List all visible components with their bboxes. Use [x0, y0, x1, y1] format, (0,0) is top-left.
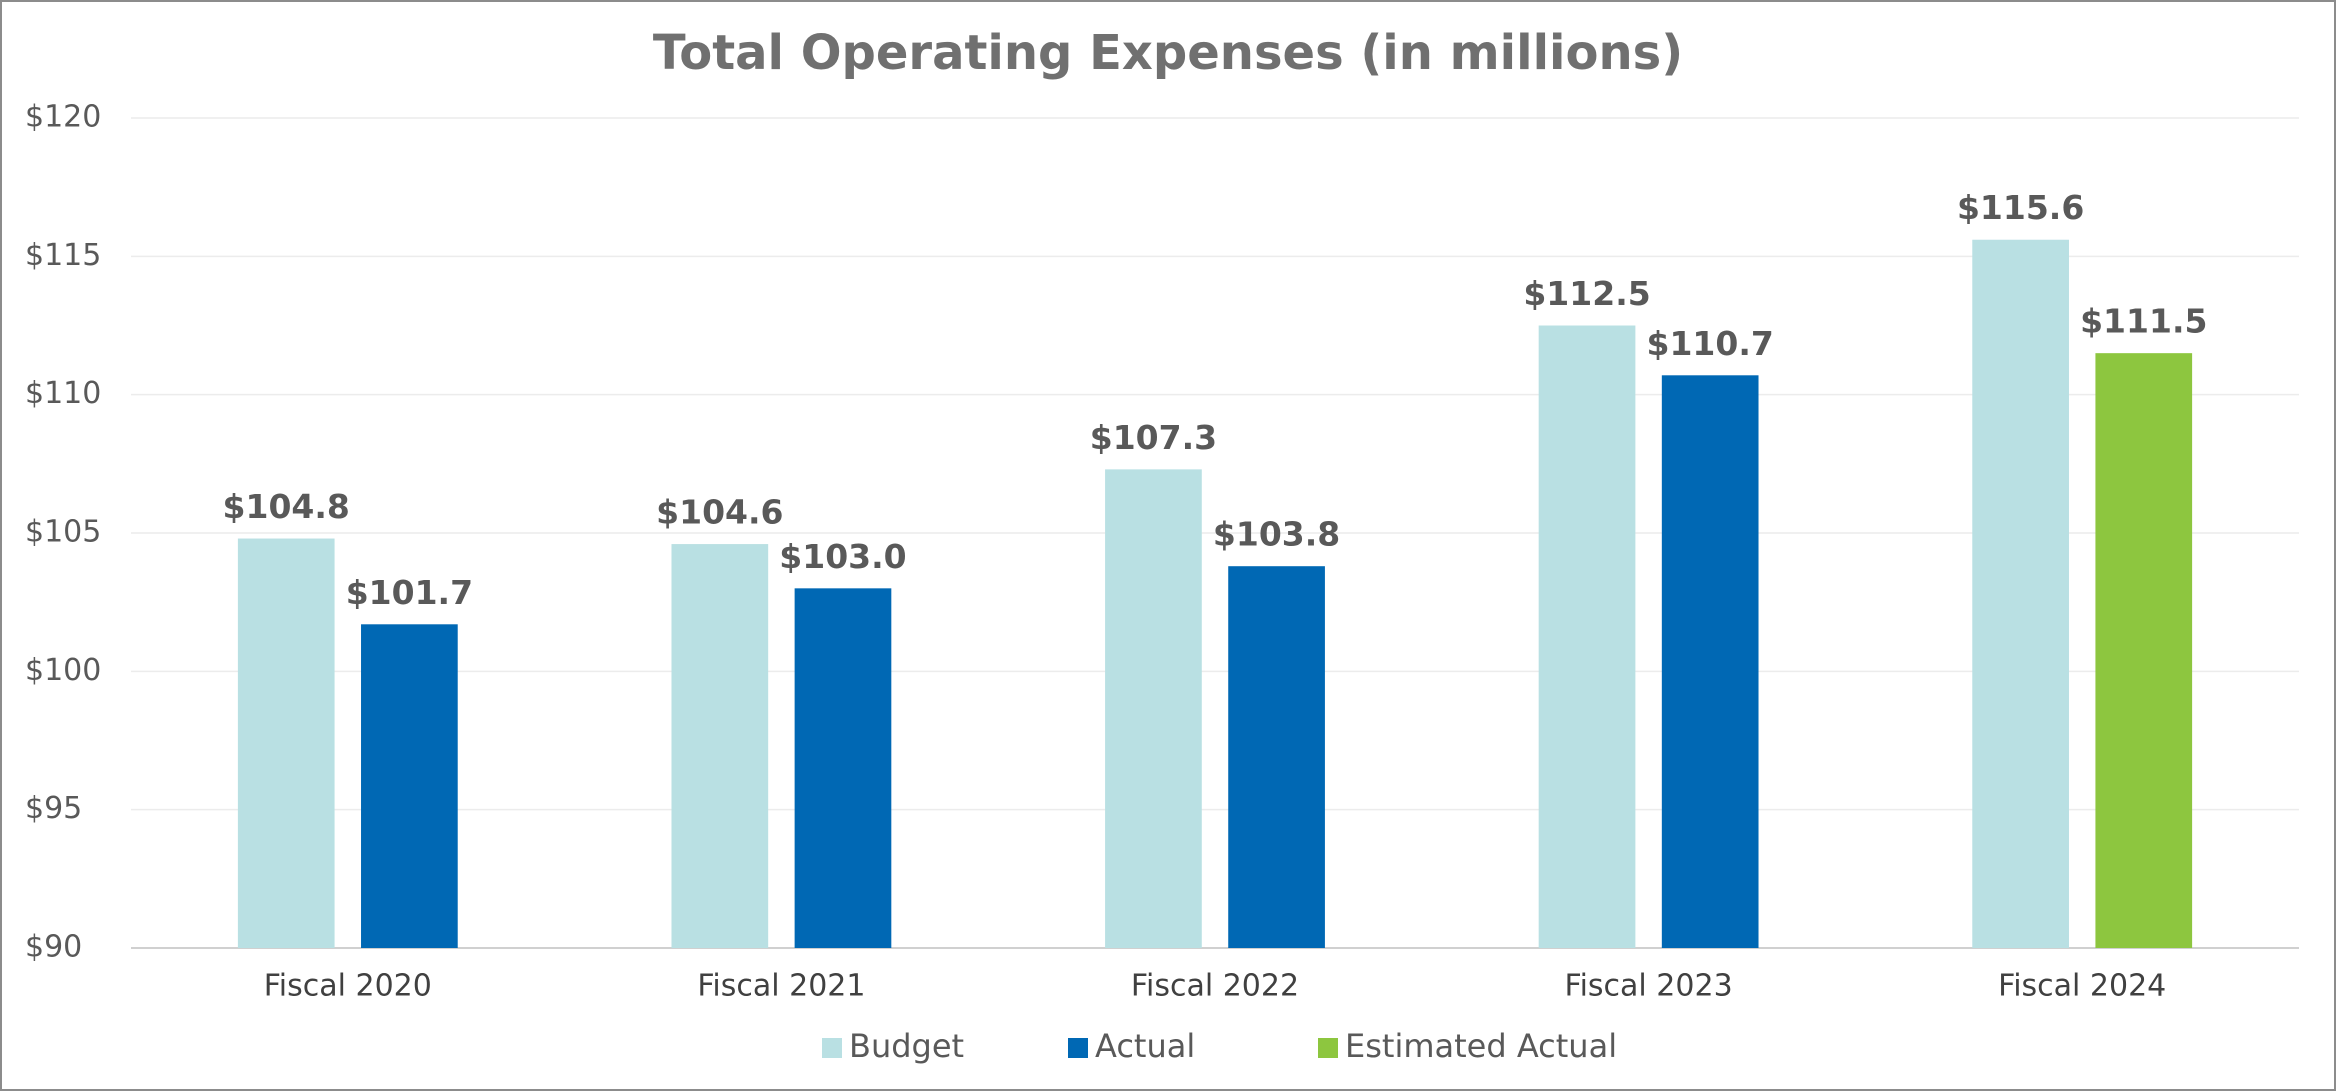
data-label: $104.6	[656, 493, 783, 532]
bar	[237, 538, 335, 948]
x-tick-label: Fiscal 2022	[1131, 969, 1299, 1004]
y-tick-label: $95	[25, 791, 82, 826]
legend-label: Budget	[849, 1027, 964, 1065]
y-tick-label: $100	[25, 653, 101, 688]
legend-label: Estimated Actual	[1345, 1027, 1617, 1065]
bar	[794, 588, 892, 948]
legend-swatch	[1318, 1038, 1338, 1058]
bar	[1105, 469, 1202, 948]
x-tick-label: Fiscal 2024	[1998, 969, 2166, 1004]
y-tick-label: $110	[25, 376, 101, 411]
bar	[1538, 325, 1636, 948]
y-tick-label: $90	[25, 930, 82, 965]
y-tick-label: $115	[25, 238, 101, 273]
legend-swatch	[822, 1038, 842, 1058]
data-label: $103.8	[1213, 515, 1340, 554]
data-label: $101.7	[346, 573, 473, 612]
legend-swatch	[1068, 1038, 1088, 1058]
bar	[1228, 566, 1325, 948]
data-label: $115.6	[1957, 188, 2084, 227]
legend-label: Actual	[1095, 1027, 1195, 1065]
y-tick-label: $120	[25, 100, 101, 135]
y-tick-label: $105	[25, 515, 101, 550]
bar	[361, 624, 458, 948]
data-label: $111.5	[2080, 302, 2207, 341]
x-tick-label: Fiscal 2021	[697, 969, 865, 1004]
bar	[671, 544, 769, 948]
data-label: $112.5	[1523, 274, 1650, 313]
bar	[2095, 353, 2193, 949]
data-label: $104.8	[223, 487, 350, 526]
chart-title: Total Operating Expenses (in millions)	[653, 25, 1683, 81]
data-label: $110.7	[1646, 324, 1773, 363]
data-label: $107.3	[1090, 418, 1217, 457]
x-tick-label: Fiscal 2020	[264, 969, 432, 1004]
data-label: $103.0	[779, 537, 906, 576]
bar	[1972, 239, 2069, 948]
x-tick-label: Fiscal 2023	[1565, 969, 1733, 1004]
bar	[1661, 375, 1759, 948]
